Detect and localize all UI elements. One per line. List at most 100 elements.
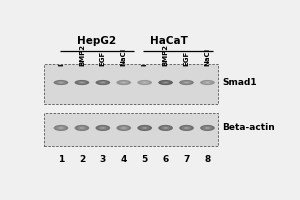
Ellipse shape: [160, 80, 172, 85]
Ellipse shape: [76, 125, 88, 130]
Ellipse shape: [202, 125, 213, 130]
Ellipse shape: [122, 127, 125, 129]
Text: l: l: [58, 63, 64, 66]
Text: Smad1: Smad1: [222, 78, 257, 87]
Ellipse shape: [98, 126, 107, 130]
Ellipse shape: [57, 126, 65, 130]
Ellipse shape: [142, 127, 148, 129]
Text: EGF: EGF: [184, 50, 190, 66]
Ellipse shape: [143, 127, 146, 129]
Ellipse shape: [181, 80, 192, 85]
Ellipse shape: [57, 81, 65, 84]
Ellipse shape: [76, 80, 88, 85]
Text: l: l: [142, 63, 148, 66]
Ellipse shape: [179, 80, 194, 85]
Ellipse shape: [205, 127, 210, 129]
Ellipse shape: [185, 82, 188, 83]
Ellipse shape: [140, 81, 149, 84]
Ellipse shape: [122, 82, 125, 83]
Ellipse shape: [181, 125, 192, 130]
Text: HepG2: HepG2: [77, 36, 116, 46]
Ellipse shape: [203, 81, 212, 84]
Text: EGF: EGF: [100, 50, 106, 66]
Text: HaCaT: HaCaT: [150, 36, 188, 46]
Ellipse shape: [77, 126, 86, 130]
Text: 4: 4: [121, 155, 127, 164]
Ellipse shape: [137, 125, 152, 131]
Text: 8: 8: [204, 155, 211, 164]
Ellipse shape: [59, 82, 62, 83]
Ellipse shape: [74, 125, 89, 131]
Ellipse shape: [116, 80, 131, 85]
Ellipse shape: [59, 127, 62, 129]
Ellipse shape: [164, 82, 167, 83]
Ellipse shape: [163, 127, 169, 129]
Ellipse shape: [139, 80, 151, 85]
Ellipse shape: [98, 81, 107, 84]
Ellipse shape: [121, 81, 127, 84]
Ellipse shape: [101, 127, 104, 129]
Ellipse shape: [95, 80, 110, 85]
Text: NaCl: NaCl: [121, 47, 127, 66]
Ellipse shape: [161, 126, 170, 130]
Ellipse shape: [101, 82, 104, 83]
Ellipse shape: [182, 81, 191, 84]
Bar: [44, 113, 218, 146]
Ellipse shape: [100, 81, 106, 84]
Text: 6: 6: [163, 155, 169, 164]
Ellipse shape: [79, 81, 85, 84]
Ellipse shape: [74, 80, 89, 85]
Text: 7: 7: [183, 155, 190, 164]
Text: NaCl: NaCl: [205, 47, 211, 66]
Ellipse shape: [160, 125, 172, 130]
Ellipse shape: [182, 126, 191, 130]
Ellipse shape: [119, 126, 128, 130]
Ellipse shape: [54, 80, 68, 85]
Text: Beta-actin: Beta-actin: [222, 123, 275, 132]
Ellipse shape: [121, 127, 127, 129]
Ellipse shape: [54, 125, 68, 131]
Ellipse shape: [179, 125, 194, 131]
Ellipse shape: [203, 126, 212, 130]
Ellipse shape: [58, 81, 64, 84]
Ellipse shape: [55, 80, 67, 85]
Ellipse shape: [206, 127, 209, 129]
Ellipse shape: [142, 81, 148, 84]
Ellipse shape: [184, 81, 190, 84]
Ellipse shape: [137, 80, 152, 85]
Ellipse shape: [205, 81, 210, 84]
Text: BMP2: BMP2: [163, 44, 169, 66]
Ellipse shape: [97, 125, 109, 130]
Ellipse shape: [158, 80, 173, 85]
Text: 3: 3: [100, 155, 106, 164]
Ellipse shape: [200, 125, 215, 131]
Ellipse shape: [77, 81, 86, 84]
Ellipse shape: [202, 80, 213, 85]
Ellipse shape: [184, 127, 190, 129]
Ellipse shape: [100, 127, 106, 129]
Ellipse shape: [95, 125, 110, 131]
Ellipse shape: [161, 81, 170, 84]
Ellipse shape: [79, 127, 85, 129]
Ellipse shape: [118, 125, 130, 130]
Ellipse shape: [58, 127, 64, 129]
Ellipse shape: [80, 82, 83, 83]
Ellipse shape: [139, 125, 151, 130]
Ellipse shape: [118, 80, 130, 85]
Ellipse shape: [55, 125, 67, 130]
Ellipse shape: [97, 80, 109, 85]
Ellipse shape: [163, 81, 169, 84]
Ellipse shape: [119, 81, 128, 84]
Text: BMP2: BMP2: [79, 44, 85, 66]
Bar: [44, 64, 218, 104]
Ellipse shape: [140, 126, 149, 130]
Text: 2: 2: [79, 155, 85, 164]
Ellipse shape: [158, 125, 173, 131]
Ellipse shape: [185, 127, 188, 129]
Text: 5: 5: [142, 155, 148, 164]
Ellipse shape: [206, 82, 209, 83]
Text: 1: 1: [58, 155, 64, 164]
Ellipse shape: [200, 80, 215, 85]
Ellipse shape: [164, 127, 167, 129]
Ellipse shape: [143, 82, 146, 83]
